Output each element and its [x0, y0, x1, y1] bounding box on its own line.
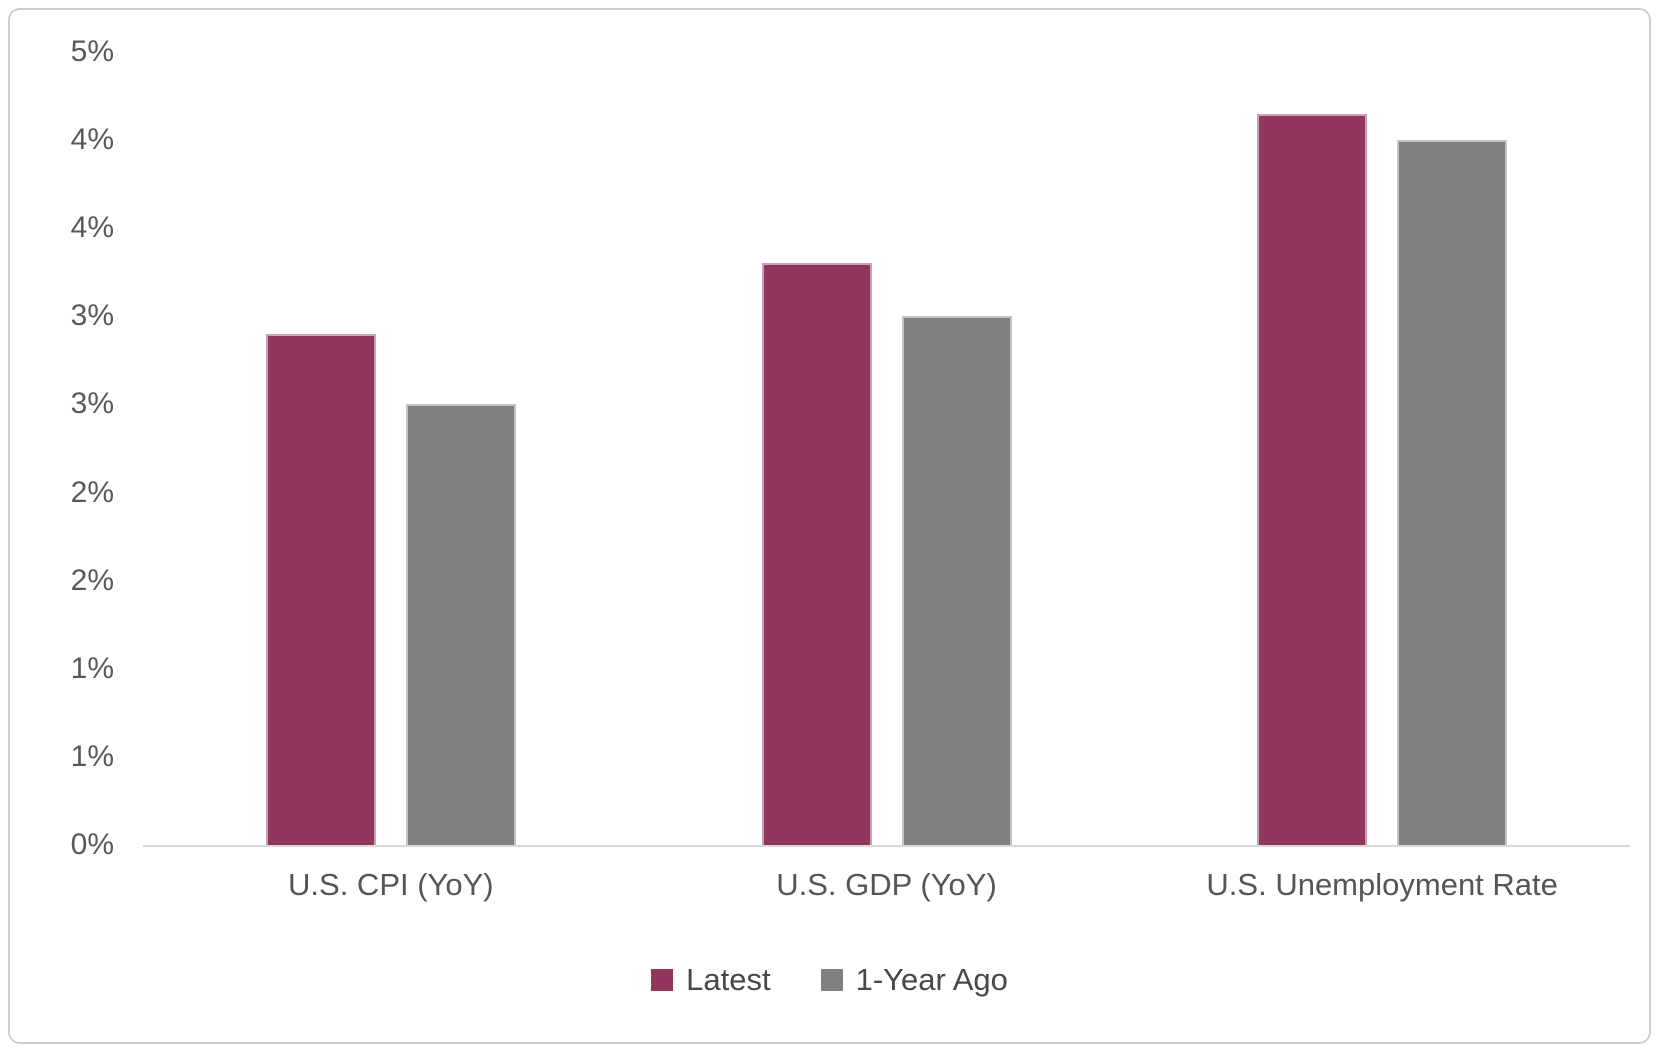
x-category-label: U.S. GDP (YoY) [776, 867, 997, 902]
legend-item-latest: Latest [651, 962, 771, 998]
x-axis-line [143, 845, 1630, 847]
y-axis-tick-label: 3% [70, 299, 114, 333]
legend-swatch-icon [820, 969, 843, 991]
bar-yearago-1 [901, 316, 1012, 845]
bar-yearago-2 [1397, 140, 1508, 845]
legend: Latest 1-Year Ago [0, 962, 1659, 998]
bar-latest-2 [1257, 113, 1368, 845]
bar-latest-1 [761, 263, 872, 845]
y-axis-tick-label: 2% [70, 475, 114, 509]
bar-latest-0 [265, 333, 376, 845]
legend-item-yearago: 1-Year Ago [820, 962, 1008, 998]
y-axis-tick-label: 4% [70, 123, 114, 157]
y-axis-tick-label: 0% [70, 828, 114, 861]
y-axis-tick-label: 1% [70, 651, 114, 685]
legend-swatch-icon [651, 969, 674, 991]
y-axis-tick-label: 1% [70, 739, 114, 773]
bar-yearago-0 [405, 404, 516, 845]
x-category-label: U.S. Unemployment Rate [1206, 867, 1558, 902]
x-category-label: U.S. CPI (YoY) [288, 867, 494, 902]
y-axis-tick-label: 2% [70, 563, 114, 597]
legend-label: 1-Year Ago [855, 962, 1008, 997]
y-axis-tick-label: 5% [70, 35, 114, 68]
y-axis-tick-label: 3% [70, 387, 114, 421]
legend-label: Latest [686, 962, 771, 997]
y-axis-tick-label: 4% [70, 211, 114, 245]
